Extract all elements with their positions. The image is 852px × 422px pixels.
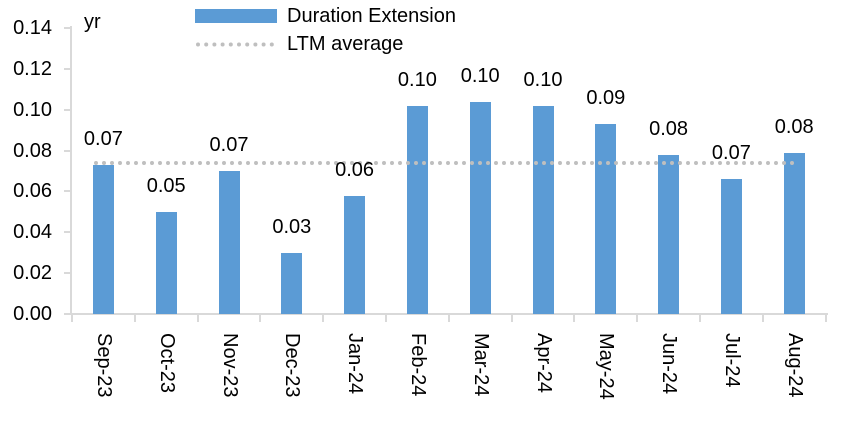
- bar-sep-23: [92, 164, 114, 314]
- bar-apr-24: [532, 105, 554, 314]
- x-axis-label-mar-24: Mar-24: [469, 333, 492, 397]
- x-axis-label-jul-24: Jul-24: [720, 333, 743, 388]
- bar-jan-24: [344, 195, 366, 314]
- data-label-apr-24: 0.10: [523, 68, 563, 91]
- data-label-nov-23: 0.07: [209, 134, 249, 156]
- x-axis-line: [64, 313, 828, 315]
- x-axis-tick: [71, 315, 73, 322]
- y-axis-tick-label: 0.04: [13, 221, 52, 244]
- x-axis-tick: [385, 315, 387, 322]
- data-label-jun-24: 0.08: [649, 117, 689, 140]
- bar-swatch-icon: [195, 9, 277, 23]
- y-axis-tick: [64, 149, 71, 152]
- data-label-feb-24: 0.10: [397, 68, 437, 91]
- bar-dec-23: [281, 252, 303, 314]
- y-axis-tick-label: 0.06: [13, 180, 52, 203]
- x-axis-tick: [510, 315, 513, 322]
- y-axis-tick-label: 0.14: [13, 17, 52, 39]
- bar-feb-24: [406, 105, 428, 314]
- y-axis-line: [70, 26, 72, 315]
- data-label-sep-23: 0.07: [83, 127, 123, 150]
- bar-mar-24: [469, 101, 491, 314]
- y-axis-unit-label: yr: [84, 11, 101, 33]
- x-axis-label-aug-24: Aug-24: [783, 333, 806, 398]
- x-axis-tick: [636, 315, 639, 322]
- y-axis-tick: [64, 231, 71, 234]
- x-axis-label-sep-23: Sep-23: [92, 333, 115, 398]
- x-axis-label-dec-23: Dec-23: [281, 333, 304, 398]
- bar-nov-23: [218, 171, 240, 314]
- legend-label: Duration Extension: [287, 5, 456, 27]
- x-axis-label-apr-24: Apr-24: [532, 333, 555, 394]
- x-axis-tick: [259, 315, 262, 322]
- legend-label: LTM average: [287, 33, 404, 55]
- x-axis-tick: [699, 315, 701, 322]
- legend-entry-duration-extension: Duration Extension: [195, 5, 456, 27]
- bar-jun-24: [658, 154, 680, 314]
- y-axis-tick: [64, 67, 71, 70]
- x-axis-tick: [196, 315, 199, 322]
- y-axis-tick-label: 0.08: [13, 139, 52, 162]
- bar-may-24: [595, 124, 617, 314]
- legend-entry-ltm-average: LTM average: [195, 33, 403, 55]
- y-axis-tick: [64, 190, 71, 193]
- x-axis-label-jun-24: Jun-24: [658, 333, 681, 395]
- y-axis-tick-label: 0.10: [13, 98, 52, 121]
- data-label-aug-24: 0.08: [774, 115, 814, 138]
- bar-aug-24: [783, 152, 805, 314]
- data-label-mar-24: 0.10: [460, 64, 500, 87]
- y-axis-tick: [64, 27, 71, 29]
- data-label-dec-23: 0.03: [272, 215, 312, 238]
- data-label-jul-24: 0.07: [711, 142, 751, 165]
- y-axis-tick-label: 0.00: [13, 303, 52, 325]
- x-axis-label-feb-24: Feb-24: [406, 333, 429, 397]
- x-axis-tick: [447, 315, 450, 322]
- x-axis-tick: [824, 315, 827, 322]
- data-label-jan-24: 0.06: [335, 158, 375, 181]
- data-label-may-24: 0.09: [586, 87, 626, 109]
- x-axis-label-oct-23: Oct-23: [155, 333, 178, 394]
- bar-oct-23: [155, 211, 177, 314]
- y-axis-tick: [64, 272, 71, 275]
- x-axis-label-nov-23: Nov-23: [218, 333, 241, 398]
- data-label-oct-23: 0.05: [146, 174, 186, 197]
- x-axis-tick: [322, 315, 325, 322]
- x-axis-tick: [573, 315, 576, 322]
- x-axis-tick: [761, 315, 764, 322]
- x-axis-tick: [133, 315, 136, 322]
- y-axis-tick-label: 0.12: [13, 57, 52, 80]
- x-axis-label-may-24: May-24: [595, 333, 618, 400]
- dotted-line-icon: [196, 42, 277, 46]
- y-axis-tick: [64, 108, 71, 111]
- y-axis-tick-label: 0.02: [13, 262, 52, 285]
- bar-jul-24: [720, 179, 742, 314]
- x-axis-label-jan-24: Jan-24: [344, 333, 367, 395]
